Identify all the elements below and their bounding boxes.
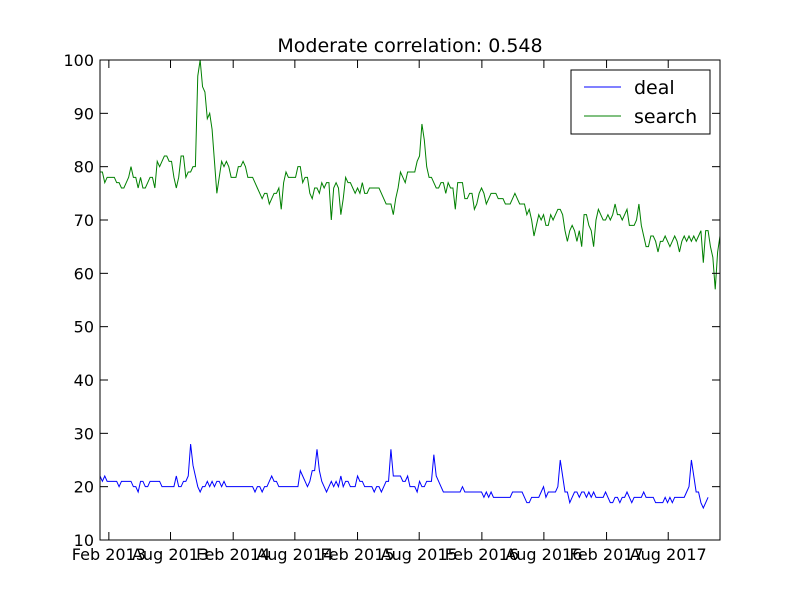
plot-frame	[99, 59, 721, 541]
y-tick-label: 20	[74, 478, 94, 497]
x-tick-label: Feb 2016	[445, 545, 519, 564]
legend-label-deal: deal	[634, 77, 675, 99]
x-tick-label: Feb 2013	[72, 545, 146, 564]
y-tick-label: 50	[74, 318, 94, 337]
series-line-deal	[99, 443, 709, 510]
y-tick-label: 10	[74, 531, 94, 550]
y-tick-label: 90	[74, 104, 94, 123]
x-tick-label: Feb 2017	[569, 545, 643, 564]
x-tick-label: Aug 2014	[256, 545, 333, 564]
y-tick-label: 60	[74, 264, 94, 283]
x-tick-label: Aug 2013	[132, 545, 209, 564]
x-tick-label: Aug 2016	[505, 545, 582, 564]
y-tick-label: 100	[63, 51, 94, 70]
y-tick-label: 80	[74, 158, 94, 177]
series-layer	[99, 59, 721, 510]
series-line-search	[100, 59, 721, 290]
y-tick-label: 30	[74, 424, 94, 443]
y-tick-label: 70	[74, 211, 94, 230]
x-tick-label: Aug 2015	[381, 545, 458, 564]
x-tick-label: Feb 2014	[196, 545, 270, 564]
y-tick-label: 40	[74, 371, 94, 390]
legend-label-search: search	[634, 106, 697, 128]
x-tick-label: Aug 2017	[630, 545, 707, 564]
legend-box	[570, 69, 711, 135]
chart-title: Moderate correlation: 0.548	[277, 35, 542, 57]
legend: deal search	[570, 69, 711, 135]
x-tick-label: Feb 2015	[320, 545, 394, 564]
